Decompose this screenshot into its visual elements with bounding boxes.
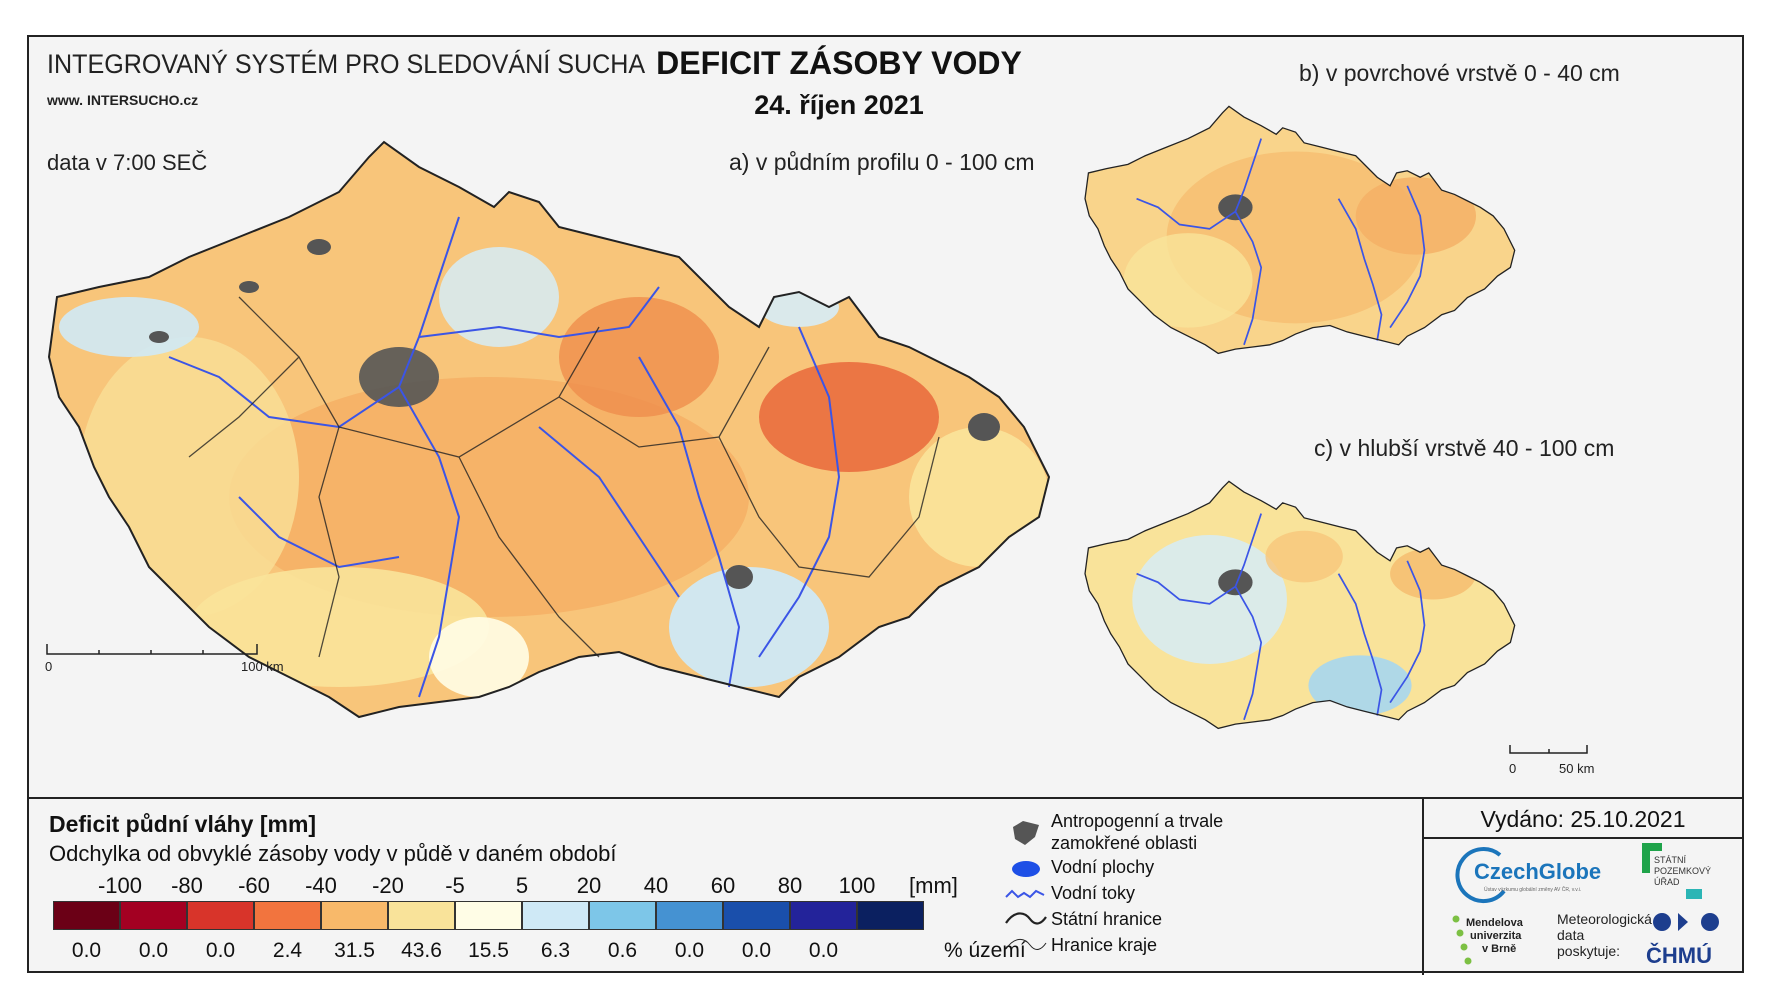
issued-date: Vydáno: 25.10.2021	[1424, 799, 1742, 839]
legend-swatch	[388, 901, 455, 930]
legend-tick-label: 100	[838, 873, 876, 898]
legend-tick-label: -20	[372, 873, 404, 898]
legend-anthropogenic-2: zamokřené oblasti	[1051, 833, 1198, 853]
czechglobe-logo: CzechGlobe	[1474, 859, 1602, 884]
legend-percent-label: 2.4	[272, 939, 303, 962]
legend-region-border: Hranice kraje	[1051, 935, 1158, 955]
scale-bar-main	[46, 644, 258, 655]
legend-percent-label: 6.3	[540, 939, 571, 962]
legend-swatch	[522, 901, 589, 930]
issuer-panel: Vydáno: 25.10.2021 CzechGlobe Ústav výzk…	[1422, 799, 1742, 975]
chmu-logo: ČHMÚ	[1646, 943, 1712, 968]
legend-tick-label: -5	[445, 873, 465, 898]
legend-swatch	[857, 901, 924, 930]
unit-percent: % území	[944, 939, 1026, 962]
czechglobe-subtitle: Ústav výzkumu globální změny AV ČR, v.v.…	[1484, 887, 1582, 893]
legend-water-bodies: Vodní plochy	[1051, 857, 1155, 877]
mendel-logo-dots	[1452, 915, 1472, 965]
legend-streams: Vodní toky	[1051, 883, 1136, 903]
legend-percent-label: 0.0	[808, 939, 839, 962]
legend-swatch	[321, 901, 388, 930]
unit-mm: [mm]	[909, 873, 958, 898]
legend-swatch	[53, 901, 120, 930]
legend-state-border: Státní hranice	[1051, 909, 1163, 929]
meteo-data-provider: Meteorologická data poskytuje:	[1557, 911, 1652, 959]
state-border-icon	[1005, 912, 1047, 925]
map-a-soil-profile	[48, 141, 1050, 718]
legend-percent-label: 0.0	[741, 939, 772, 962]
scale-bar-small	[1509, 745, 1588, 754]
legend-percent-label: 0.6	[607, 939, 638, 962]
spu-logo: STÁTNÍ POZEMKOVÝ ÚŘAD	[1654, 855, 1712, 887]
legend: Deficit půdní vláhy [mm] Odchylka od obv…	[29, 797, 1742, 975]
legend-subtitle: Odchylka od obvyklé zásoby vody v půdě v…	[49, 841, 617, 866]
legend-percent-label: 0.0	[71, 939, 102, 962]
legend-swatch	[589, 901, 656, 930]
legend-tick-label: -80	[171, 873, 203, 898]
legend-title: Deficit půdní vláhy [mm]	[49, 811, 317, 837]
map-b-surface-layer	[1084, 105, 1516, 355]
legend-percent-label: 0.0	[674, 939, 705, 962]
legend-swatch	[455, 901, 522, 930]
region-border-icon	[1005, 939, 1047, 950]
czechglobe-logo-arc	[1455, 847, 1506, 904]
stream-icon	[1005, 889, 1045, 899]
legend-percent-label: 15.5	[468, 939, 509, 962]
legend-percent-label: 43.6	[401, 939, 442, 962]
spu-logo-mark-top	[1642, 843, 1662, 851]
page-title: DEFICIT ZÁSOBY VODY	[656, 45, 1022, 81]
legend-tick-label: 5	[515, 873, 529, 898]
map-b-label: b) v povrchové vrstvě 0 - 40 cm	[1299, 60, 1620, 86]
legend-percent-label: 0.0	[138, 939, 169, 962]
website-url[interactable]: www. INTERSUCHO.cz	[47, 92, 199, 108]
data-time: data v 7:00 SEČ	[47, 150, 208, 175]
legend-tick-label: -60	[238, 873, 270, 898]
anthropogenic-icon	[1013, 821, 1039, 845]
legend-swatch	[723, 901, 790, 930]
legend-tick-label: 60	[710, 873, 736, 898]
color-scale	[53, 901, 924, 932]
scale-main-end: 100 km	[241, 659, 284, 674]
map-date: 24. říjen 2021	[754, 90, 924, 120]
map-a-label: a) v půdním profilu 0 - 100 cm	[729, 149, 1035, 175]
legend-swatch	[656, 901, 723, 930]
legend-tick-label: 80	[777, 873, 803, 898]
scale-small-start: 0	[1509, 761, 1517, 776]
spu-logo-mark	[1642, 843, 1650, 873]
spu-logo-square	[1686, 889, 1702, 899]
map-c-label: c) v hlubší vrstvě 40 - 100 cm	[1314, 435, 1615, 461]
scale-small-end: 50 km	[1559, 761, 1595, 776]
legend-tick-label: -40	[305, 873, 337, 898]
map-frame: INTEGROVANÝ SYSTÉM PRO SLEDOVÁNÍ SUCHA w…	[27, 35, 1744, 975]
mendel-university-logo: Mendelova univerzita v Brně	[1466, 917, 1523, 955]
map-c-deep-layer	[1084, 480, 1516, 730]
legend-swatch	[790, 901, 857, 930]
chmu-logo-mark	[1653, 913, 1719, 931]
legend-percent-label: 31.5	[334, 939, 375, 962]
legend-anthropogenic: Antropogenní a trvale	[1051, 811, 1224, 831]
system-title: INTEGROVANÝ SYSTÉM PRO SLEDOVÁNÍ SUCHA	[47, 49, 646, 79]
legend-swatch	[187, 901, 254, 930]
legend-tick-label: -100	[97, 873, 143, 898]
water-body-icon	[1012, 861, 1040, 877]
legend-percent-label: 0.0	[205, 939, 236, 962]
legend-swatch	[254, 901, 321, 930]
legend-swatch	[120, 901, 187, 930]
legend-tick-label: 20	[576, 873, 602, 898]
scale-main-start: 0	[45, 659, 53, 674]
legend-tick-label: 40	[643, 873, 669, 898]
